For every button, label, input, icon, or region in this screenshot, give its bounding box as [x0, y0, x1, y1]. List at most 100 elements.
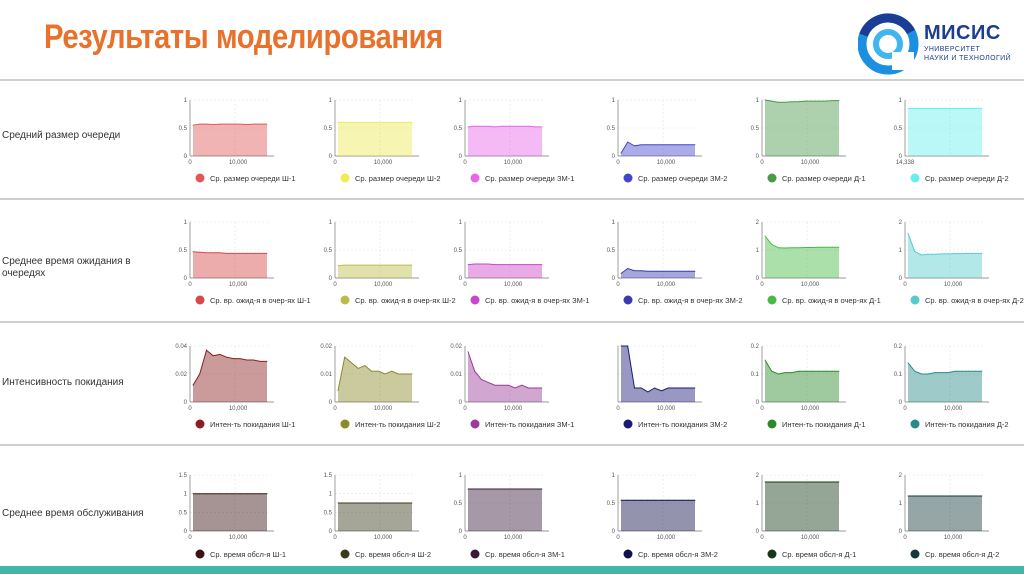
data-point [541, 126, 543, 128]
y-tick-label: 0 [184, 529, 188, 535]
series-line [620, 267, 695, 274]
data-point [784, 247, 786, 249]
y-tick-label: 0 [899, 400, 903, 406]
data-point [508, 384, 509, 386]
data-point [501, 488, 502, 490]
data-point [259, 253, 261, 254]
data-point [364, 502, 366, 504]
data-point [914, 108, 916, 109]
data-point [838, 100, 840, 101]
data-point [627, 268, 629, 269]
data-point [521, 125, 523, 127]
chart-panel: 0 0.5 1 1.5 0 10,000 Ср. время обсл-я Ш-2 [324, 473, 431, 559]
data-point [681, 270, 682, 272]
data-point [667, 499, 669, 501]
data-point [921, 108, 922, 109]
chart-panel: 0 0.5 1 0 10,000 Ср. вр. ожид-я в очер-ях Ш-2 [324, 220, 456, 305]
data-point [508, 488, 509, 490]
data-point [411, 373, 413, 375]
legend-marker [767, 295, 777, 305]
legend-marker [910, 549, 920, 559]
data-point [357, 368, 359, 369]
legend-label: Ср. вр. ожид-я в очер-ях ЗМ-1 [485, 296, 590, 305]
x-tick-label: 10,000 [229, 160, 248, 166]
data-point [534, 126, 536, 128]
legend-marker [767, 419, 777, 429]
x-tick-label: 10,000 [374, 535, 393, 541]
y-tick-label: 0.5 [607, 126, 616, 132]
row-label-service-time: Среднее время обслуживания [2, 508, 144, 519]
data-point [344, 502, 346, 504]
x-tick-label: 10,000 [944, 535, 963, 541]
data-point [378, 370, 379, 372]
legend-marker [910, 419, 920, 429]
chart-panel: 0 0.5 1 1.5 0 10,000 Ср. время обсл-я Ш-1 [179, 473, 286, 559]
data-point [948, 372, 949, 373]
y-tick-label: 0 [184, 154, 188, 160]
data-point [687, 144, 689, 146]
x-tick-label: 10,000 [944, 282, 963, 288]
data-point [941, 372, 942, 373]
data-point [778, 101, 779, 103]
x-tick-label: 0 [188, 406, 192, 412]
data-point [481, 488, 482, 490]
data-point [246, 253, 248, 254]
data-point [764, 235, 766, 237]
data-point [528, 387, 529, 389]
misis-logo-mark-icon [858, 13, 919, 75]
legend-label: Ср. вр. ожид-я в очер-ях Ш-1 [210, 296, 311, 305]
data-point [494, 488, 496, 490]
data-point [805, 481, 806, 483]
legend-marker [910, 173, 920, 183]
x-tick-label: 0 [333, 535, 337, 541]
data-point [226, 123, 228, 125]
y-tick-label: 0.2 [894, 344, 903, 350]
y-tick-label: 0.02 [175, 372, 187, 378]
data-point [226, 356, 228, 358]
data-point [212, 124, 214, 125]
data-point [661, 270, 662, 272]
legend-marker [195, 173, 205, 183]
y-tick-label: 0 [329, 529, 333, 535]
data-point [968, 495, 969, 497]
data-point [192, 251, 194, 253]
legend-label: Интен-ть покидания Д-2 [925, 420, 1009, 429]
data-point [811, 370, 813, 372]
data-point [818, 100, 820, 102]
y-tick-label: 0.5 [454, 501, 463, 507]
data-point [487, 125, 489, 127]
data-point [968, 370, 969, 372]
data-point [818, 246, 820, 248]
data-point [798, 247, 799, 249]
series-line [192, 349, 267, 386]
data-point [640, 387, 642, 389]
x-tick-label: 0 [333, 282, 337, 288]
y-tick-label: 0 [899, 276, 903, 282]
y-tick-label: 0.02 [320, 344, 332, 350]
series-area [765, 100, 839, 156]
data-point [627, 345, 629, 347]
x-tick-label: 10,000 [801, 282, 820, 288]
data-point [474, 125, 476, 127]
series-line [907, 233, 982, 256]
data-point [825, 100, 826, 102]
data-point [798, 370, 799, 372]
y-tick-label: 0.02 [450, 344, 462, 350]
y-tick-label: 0.01 [450, 372, 462, 378]
data-point [192, 384, 194, 386]
data-point [907, 495, 909, 497]
legend-label: Ср. размер очереди Ш-1 [210, 174, 296, 183]
series-area [338, 357, 412, 402]
data-point [467, 264, 469, 265]
data-point [778, 373, 779, 375]
chart-panel: 0 0.01 0.02 0 10,000 Интен-ть покидания ЗМ-1 [450, 344, 574, 429]
data-point [981, 108, 983, 109]
legend-label: Ср. вр. ожид-я в очер-ях Д-2 [925, 296, 1024, 305]
data-point [239, 253, 241, 254]
data-point [818, 370, 820, 372]
y-tick-label: 0.5 [607, 501, 616, 507]
data-point [954, 370, 956, 372]
y-tick-label: 0.5 [454, 248, 463, 254]
data-point [914, 251, 916, 252]
data-point [474, 488, 476, 490]
